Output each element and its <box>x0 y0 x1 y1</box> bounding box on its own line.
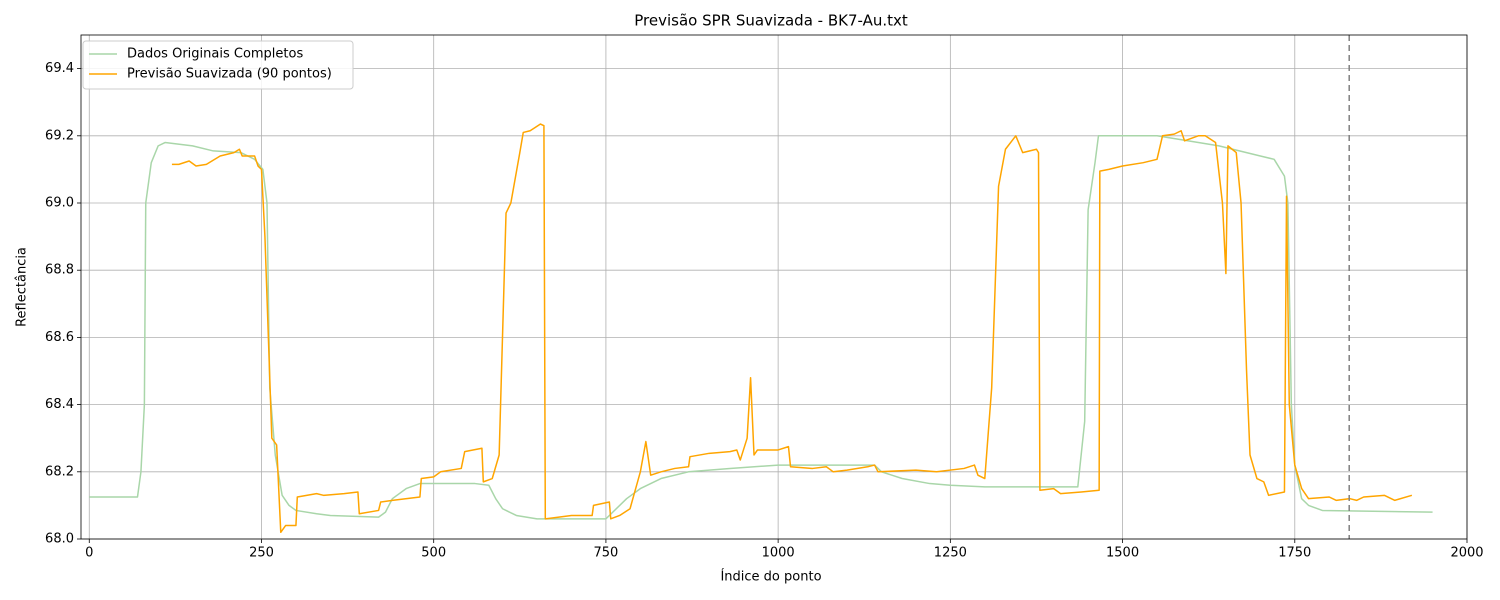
legend-label: Previsão Suavizada (90 pontos) <box>127 67 332 82</box>
legend-box <box>82 40 354 90</box>
y-tick-label: 69.0 <box>45 196 74 211</box>
x-axis-label: Índice do ponto <box>720 569 821 585</box>
y-tick-label: 68.0 <box>45 532 74 547</box>
x-tick-label: 0 <box>85 546 93 561</box>
legend-label: Dados Originais Completos <box>127 47 303 62</box>
series-line <box>89 135 1433 520</box>
x-tick-label: 250 <box>249 546 274 561</box>
plot-area <box>89 123 1433 534</box>
plot-frame <box>80 34 1468 540</box>
y-tick-label: 69.4 <box>45 61 74 76</box>
x-tick-label: 500 <box>421 546 446 561</box>
x-tick-label: 750 <box>594 546 619 561</box>
y-tick-label: 68.8 <box>45 263 74 278</box>
x-tick-label: 1750 <box>1278 546 1311 561</box>
y-tick-label: 68.6 <box>45 330 74 345</box>
x-tick-label: 1000 <box>762 546 795 561</box>
y-tick-label: 69.2 <box>45 128 74 143</box>
x-tick-label: 1500 <box>1106 546 1139 561</box>
x-tick-label: 1250 <box>934 546 967 561</box>
y-tick-label: 68.4 <box>45 397 74 412</box>
y-tick-label: 68.2 <box>45 464 74 479</box>
series-line <box>171 123 1413 534</box>
x-tick-label: 2000 <box>1450 546 1483 561</box>
y-axis-label: Reflectância <box>15 247 30 327</box>
chart-title: Previsão SPR Suavizada - BK7-Au.txt <box>634 12 908 30</box>
